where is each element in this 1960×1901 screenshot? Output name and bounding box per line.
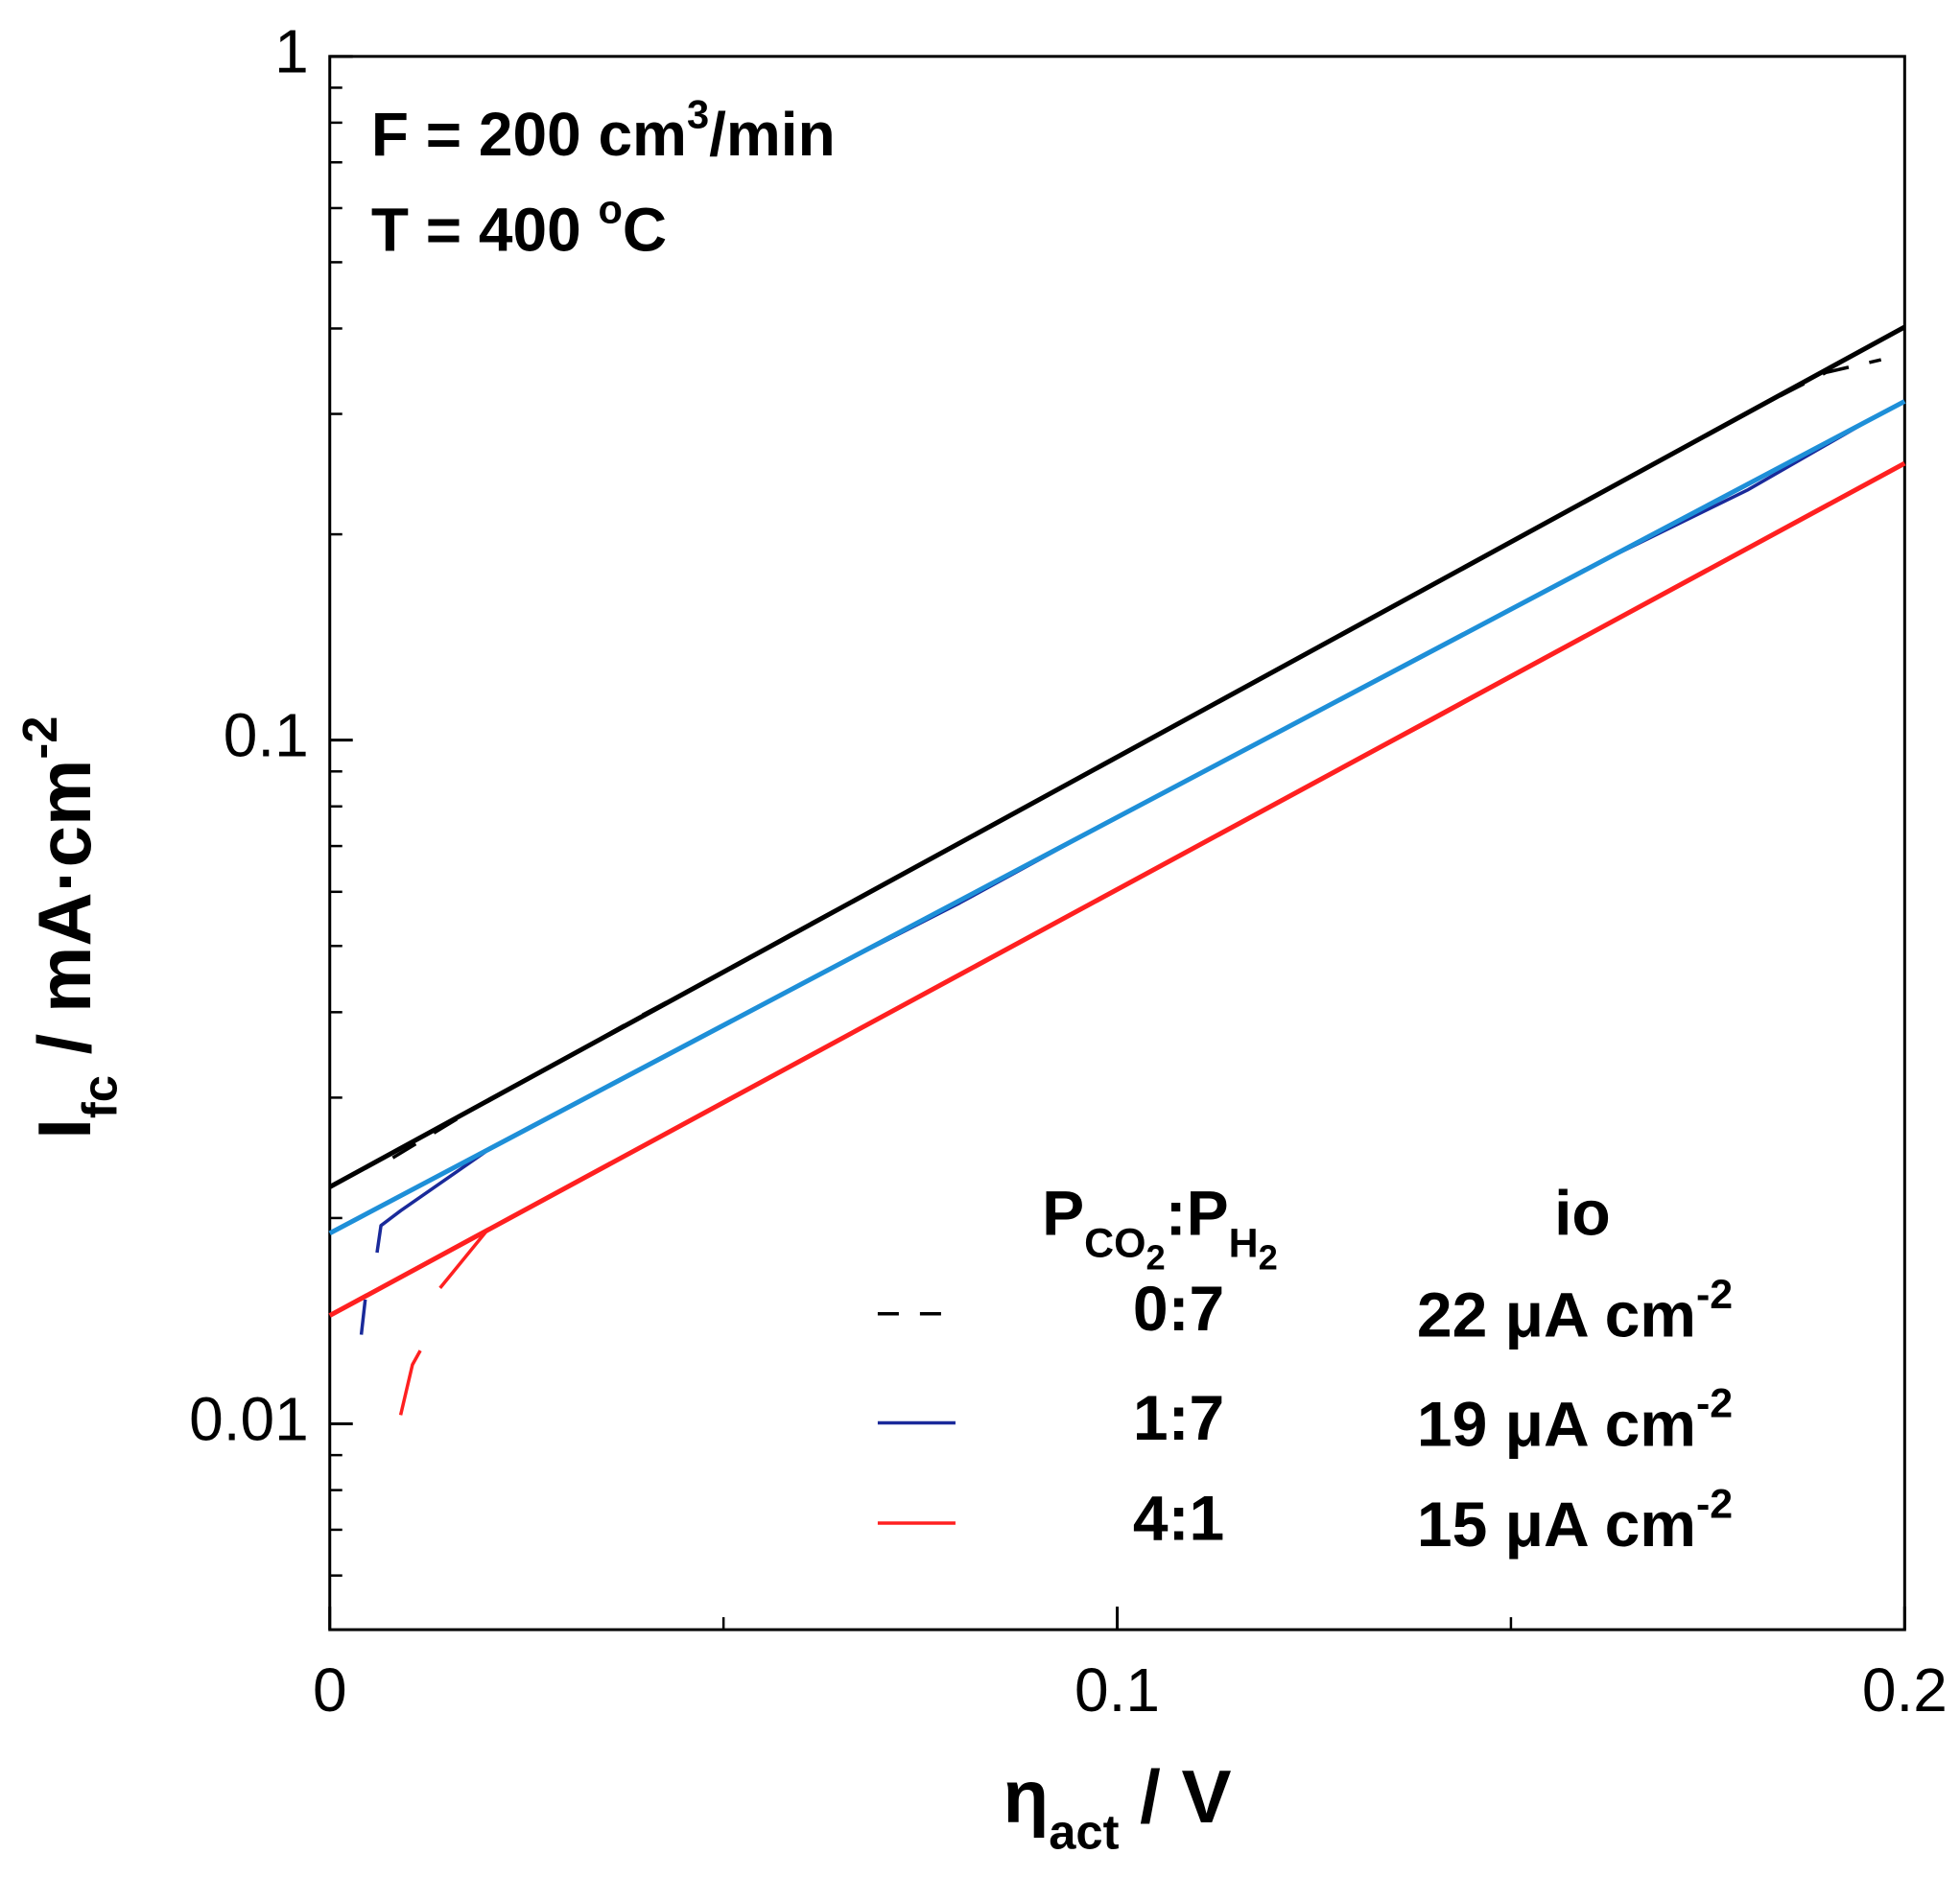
legend-io-label-part: 15 μA cm: [1417, 1489, 1696, 1560]
x-axis-label-part: act: [1049, 1804, 1119, 1859]
y-tick-label: 1: [274, 17, 309, 86]
y-axis-label-part: / mA·cm: [22, 760, 106, 1075]
legend-title-part: CO: [1084, 1220, 1145, 1266]
legend-io-label: 22 μA cm-2: [1417, 1272, 1733, 1350]
legend-label: 0:7: [1133, 1273, 1224, 1344]
x-tick-label: 0.1: [1074, 1655, 1160, 1725]
legend-title-part: 2: [1259, 1238, 1278, 1278]
y-axis-label-part: I: [22, 1118, 106, 1139]
legend-io-label-part: 19 μA cm: [1417, 1388, 1696, 1459]
y-tick-label: 0.01: [189, 1384, 309, 1453]
legend-label: 1:7: [1133, 1382, 1224, 1453]
legend-io-label-part: -2: [1696, 1381, 1733, 1427]
annotation-part: o: [598, 187, 622, 232]
legend-io-label-part: -2: [1696, 1272, 1733, 1318]
legend-io-label: 15 μA cm-2: [1417, 1481, 1733, 1560]
legend-title-part: H: [1229, 1220, 1259, 1266]
x-tick-label: 0.2: [1862, 1655, 1948, 1725]
annotation-part: F = 200 cm: [371, 100, 687, 169]
x-axis-label-part: η: [1004, 1754, 1050, 1839]
data-line: [391, 358, 1882, 1160]
x-tick-label: 0: [313, 1655, 347, 1725]
legend-title-part: 2: [1145, 1238, 1165, 1278]
x-axis-label: ηact / V: [1004, 1754, 1232, 1859]
fit-line: [328, 399, 1906, 1236]
legend-label: 4:1: [1133, 1482, 1224, 1553]
annotation-part: 3: [687, 91, 709, 136]
x-axis-label-part: / V: [1119, 1754, 1231, 1839]
fit-line: [328, 324, 1906, 1189]
y-axis-label: Ifc / mA·cm-2: [12, 716, 127, 1139]
legend-title-part: P: [1042, 1177, 1084, 1248]
data-line: [359, 416, 1875, 1335]
annotation-part: T = 400: [371, 195, 599, 264]
legend-io-label-part: 22 μA cm: [1417, 1279, 1696, 1350]
legend-title: PCO2:PH2: [1042, 1177, 1278, 1277]
fit-line: [328, 460, 1906, 1318]
legend-title-part: :P: [1166, 1177, 1229, 1248]
legend-io-label: 19 μA cm-2: [1417, 1381, 1733, 1460]
y-axis-label-part: fc: [72, 1075, 127, 1118]
y-axis-label-part: -2: [12, 716, 67, 760]
y-tick-label: 0.1: [224, 701, 309, 770]
annotation: F = 200 cm3/min: [371, 91, 836, 169]
legend-value-title: io: [1554, 1177, 1611, 1248]
annotation: T = 400 oC: [371, 187, 667, 265]
legend-io-label-part: -2: [1696, 1481, 1733, 1527]
annotation-part: /min: [709, 100, 836, 169]
annotation-part: C: [623, 195, 667, 264]
